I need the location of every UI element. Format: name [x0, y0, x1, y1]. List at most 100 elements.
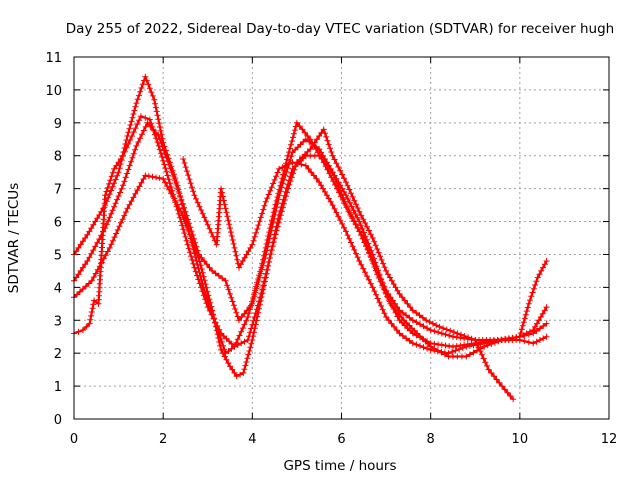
data-point-marker: [423, 317, 430, 324]
data-point-marker: [519, 322, 526, 329]
data-point-marker: [212, 319, 219, 326]
data-point-marker: [206, 264, 213, 271]
data-point-marker: [273, 197, 280, 204]
data-point-marker: [273, 227, 280, 234]
data-point-marker: [79, 264, 86, 271]
data-point-marker: [191, 250, 198, 257]
data-point-marker: [348, 190, 354, 197]
data-point-marker: [330, 178, 337, 185]
data-point-marker: [363, 242, 370, 249]
data-point-marker: [108, 241, 115, 248]
y-tick-label: 0: [54, 413, 62, 428]
data-point-marker: [293, 119, 300, 126]
data-point-marker: [344, 182, 351, 189]
data-point-marker: [362, 238, 369, 245]
data-point-marker: [383, 314, 390, 320]
data-point-marker: [516, 333, 523, 340]
data-point-marker: [527, 297, 533, 304]
data-point-marker: [327, 165, 334, 172]
data-point-marker: [286, 181, 293, 188]
data-point-marker: [186, 231, 193, 238]
data-point-marker: [253, 283, 260, 290]
data-point-marker: [305, 165, 312, 172]
data-point-marker: [221, 346, 228, 353]
data-point-marker: [288, 141, 294, 148]
data-point-marker: [246, 333, 252, 340]
data-point-marker: [254, 226, 261, 232]
data-point-marker: [142, 172, 149, 179]
data-point-marker: [314, 149, 321, 156]
data-point-marker: [194, 261, 201, 268]
data-point-marker: [91, 297, 98, 304]
data-point-marker: [530, 340, 537, 347]
data-point-marker: [180, 156, 187, 162]
data-point-marker: [185, 224, 191, 231]
data-point-marker: [525, 339, 532, 346]
data-point-marker: [300, 138, 307, 145]
data-point-marker: [174, 207, 181, 213]
data-point-marker: [346, 199, 353, 206]
data-point-marker: [285, 152, 291, 159]
data-point-marker: [373, 291, 380, 298]
data-point-marker: [193, 258, 200, 264]
data-point-marker: [540, 323, 547, 329]
data-point-marker: [329, 169, 336, 176]
data-point-marker: [328, 174, 335, 181]
data-point-marker: [129, 133, 135, 139]
data-point-marker: [183, 237, 190, 244]
data-point-marker: [301, 129, 308, 136]
data-point-marker: [431, 328, 438, 335]
data-point-marker: [103, 188, 110, 195]
data-point-marker: [379, 306, 386, 313]
data-point-marker: [134, 187, 141, 194]
data-point-marker: [249, 298, 255, 305]
data-point-marker: [387, 300, 394, 307]
data-point-marker: [113, 230, 120, 237]
data-point-marker: [156, 175, 163, 182]
data-point-marker: [109, 237, 116, 244]
data-point-marker: [127, 122, 134, 128]
data-point-marker: [199, 288, 206, 295]
data-point-marker: [530, 285, 537, 292]
data-point-marker: [341, 200, 348, 207]
data-point-marker: [171, 195, 178, 202]
data-point-marker: [324, 137, 331, 144]
data-point-marker: [413, 341, 420, 348]
data-point-marker: [130, 194, 137, 201]
data-point-marker: [161, 161, 168, 168]
data-point-marker: [239, 258, 246, 264]
data-point-marker: [251, 233, 258, 240]
data-point-marker: [328, 149, 335, 155]
data-point-marker: [296, 123, 303, 130]
data-point-marker: [523, 308, 530, 315]
data-point-marker: [157, 150, 164, 157]
data-point-marker: [351, 246, 358, 253]
data-point-marker: [524, 304, 531, 311]
data-point-marker: [176, 190, 183, 197]
data-point-marker: [272, 231, 279, 238]
data-point-marker: [224, 282, 231, 289]
data-point-marker: [128, 198, 135, 205]
data-point-marker: [265, 191, 272, 198]
data-point-marker: [228, 341, 235, 347]
data-point-marker: [438, 348, 445, 355]
data-point-marker: [463, 343, 470, 350]
data-point-marker: [149, 124, 156, 130]
data-point-marker: [337, 167, 344, 174]
data-point-marker: [179, 222, 186, 229]
data-point-marker: [75, 328, 82, 335]
data-point-marker: [130, 111, 137, 117]
data-point-marker: [109, 183, 116, 190]
data-point-marker: [488, 339, 495, 345]
data-point-marker: [399, 309, 406, 316]
data-point-marker: [281, 197, 288, 203]
data-point-marker: [278, 179, 285, 186]
data-point-marker: [126, 125, 133, 132]
data-point-marker: [332, 181, 339, 188]
data-point-marker: [496, 379, 503, 386]
data-point-marker: [267, 225, 274, 232]
data-point-marker: [390, 304, 397, 311]
data-point-marker: [345, 208, 352, 215]
plot-frame: [73, 56, 610, 420]
data-point-marker: [176, 214, 183, 221]
